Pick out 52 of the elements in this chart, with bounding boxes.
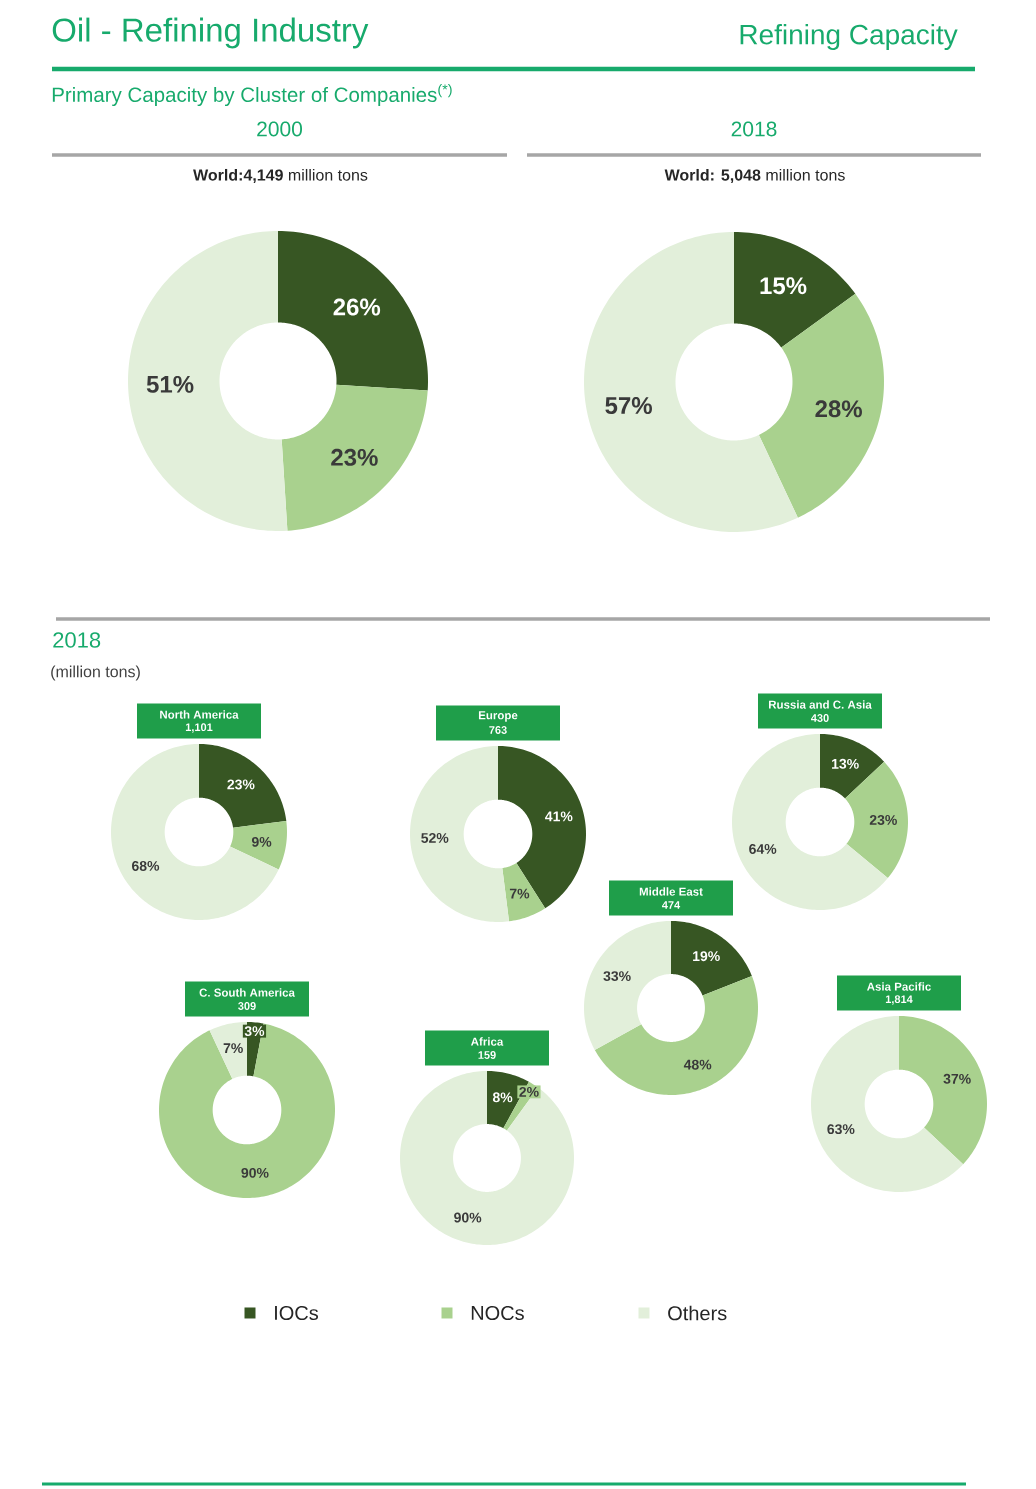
data-label: 7%: [223, 1043, 243, 1054]
data-label: 51%: [146, 375, 194, 393]
chart-title: C. South America: [199, 988, 295, 997]
legend-label: NOCs: [471, 1305, 524, 1321]
data-label: 48%: [683, 1059, 712, 1070]
data-label: 41%: [545, 811, 573, 822]
data-label: 26%: [333, 298, 381, 316]
chart-title: Asia Pacific: [867, 982, 931, 991]
chart-subtitle: 159: [478, 1051, 496, 1059]
text: Primary Capacity by Cluster of Companies$^{(*)}$: [52, 83, 452, 107]
data-label: 13%: [832, 758, 859, 769]
text: Oil - Refining Industry: [52, 17, 369, 49]
chart-subtitle: 1,101: [185, 723, 213, 733]
chart-title: 2018: [731, 121, 777, 137]
data-label: 64%: [749, 844, 777, 854]
chart-subtitle: 474: [661, 901, 681, 909]
data-label: 28%: [815, 400, 862, 418]
chart-subtitle: World: 5,048 million tons: [664, 168, 845, 184]
text: (million tons): [51, 665, 140, 681]
text: Refining Capacity: [740, 23, 958, 51]
data-label: 63%: [827, 1124, 855, 1135]
legend-label: IOCs: [275, 1305, 319, 1321]
data-label: 3%: [244, 1026, 265, 1037]
legend-label: Others: [668, 1305, 727, 1321]
text: 2018: [53, 632, 101, 648]
chart-title: 2000: [257, 121, 303, 137]
chart-subtitle: World:4,149 million tons: [193, 168, 368, 184]
chart-subtitle: 309: [238, 1002, 256, 1010]
chart-title: Russia and C. Asia: [769, 700, 872, 709]
data-label: 37%: [943, 1073, 971, 1084]
data-label: 9%: [251, 836, 272, 847]
chart-title: North America: [160, 710, 239, 719]
data-label: 68%: [132, 860, 160, 871]
data-label: 8%: [492, 1092, 513, 1103]
data-label: 19%: [693, 951, 720, 962]
data-label: 2%: [519, 1086, 539, 1097]
data-label: 23%: [869, 815, 897, 825]
chart-subtitle: 763: [489, 726, 507, 734]
data-label: 23%: [331, 448, 378, 466]
data-label: 23%: [227, 779, 255, 790]
chart-title: Europe: [478, 711, 518, 722]
chart-subtitle: 430: [810, 714, 829, 722]
chart-title: Africa: [470, 1037, 504, 1046]
data-label: 90%: [241, 1167, 269, 1178]
chart-title: Middle East: [639, 887, 703, 896]
data-label: 90%: [454, 1212, 482, 1223]
chart-subtitle: 1,814: [885, 995, 913, 1005]
data-label: 33%: [603, 971, 631, 982]
data-label: 57%: [605, 397, 652, 415]
data-label: 15%: [760, 277, 807, 295]
data-label: 52%: [421, 833, 449, 843]
data-label: 7%: [509, 888, 530, 899]
